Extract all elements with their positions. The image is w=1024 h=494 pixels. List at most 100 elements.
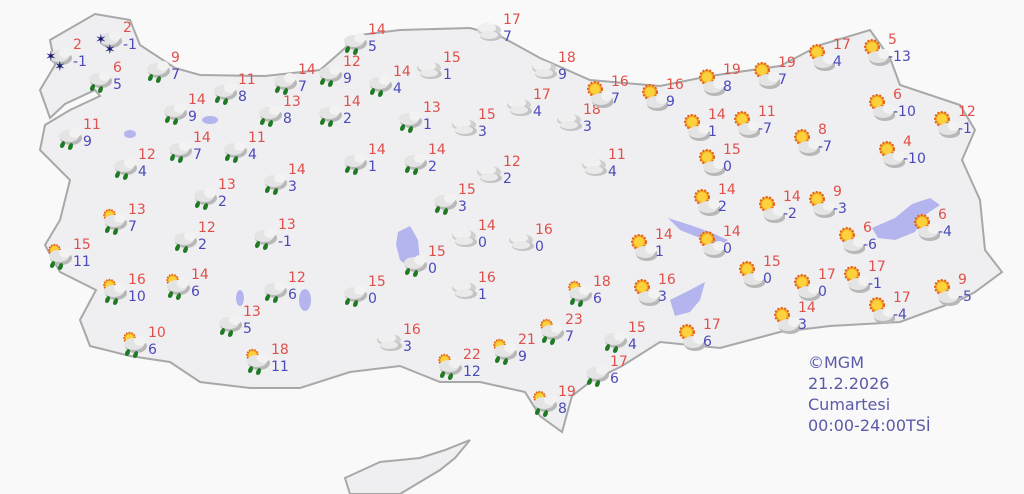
weather-station: 15 4: [600, 320, 660, 366]
high-temperature: 12: [958, 104, 976, 120]
high-temperature: 12: [198, 220, 216, 236]
high-temperature: 2: [123, 20, 132, 36]
forecast-time-range: 00:00-24:00TSİ: [808, 416, 931, 435]
low-temperature: 9: [518, 349, 527, 365]
high-temperature: 19: [723, 62, 741, 78]
weather-station: 11 -7: [730, 104, 790, 150]
weather-station: 14 2: [315, 94, 375, 140]
high-temperature: 19: [558, 384, 576, 400]
low-temperature: 4: [248, 147, 257, 163]
weather-station: 17 -4: [865, 290, 925, 336]
low-temperature: 7: [128, 219, 137, 235]
high-temperature: 8: [818, 122, 827, 138]
low-temperature: 3: [458, 199, 467, 215]
high-temperature: 16: [403, 322, 421, 338]
low-temperature: 1: [708, 124, 717, 140]
low-temperature: 3: [583, 119, 592, 135]
weather-station: 17 6: [675, 317, 735, 363]
high-temperature: 14: [188, 92, 206, 108]
credit-text: ©MGM: [808, 353, 865, 372]
low-temperature: -10: [893, 104, 916, 120]
weather-station: 11 8: [210, 72, 270, 118]
high-temperature: 16: [611, 74, 629, 90]
weather-station: 17 -1: [840, 259, 900, 305]
forecast-date: 21.2.2026: [808, 374, 890, 393]
high-temperature: 14: [723, 224, 741, 240]
forecast-day: Cumartesi: [808, 395, 891, 414]
low-temperature: -1: [123, 37, 137, 53]
low-temperature: 7: [611, 91, 620, 107]
cyprus-land: [343, 439, 471, 494]
high-temperature: 11: [608, 147, 626, 163]
high-temperature: 14: [343, 94, 361, 110]
low-temperature: 0: [723, 241, 732, 257]
weather-station: 15 3: [450, 107, 510, 153]
low-temperature: 1: [423, 117, 432, 133]
high-temperature: 14: [191, 267, 209, 283]
high-temperature: 15: [723, 142, 741, 158]
high-temperature: 13: [218, 177, 236, 193]
high-temperature: 19: [778, 55, 796, 71]
high-temperature: 15: [368, 274, 386, 290]
low-temperature: 6: [610, 371, 619, 387]
weather-station: 17 6: [582, 354, 642, 400]
weather-station: 12 4: [110, 147, 170, 193]
low-temperature: 6: [593, 291, 602, 307]
low-temperature: 6: [288, 287, 297, 303]
lake-iznik: [202, 116, 218, 124]
weather-station: 12 2: [475, 154, 535, 200]
weather-station: 22 12: [435, 347, 495, 393]
high-temperature: 13: [278, 217, 296, 233]
low-temperature: -2: [783, 206, 797, 222]
low-temperature: 6: [148, 342, 157, 358]
weather-station: 11 9: [55, 117, 115, 163]
weather-station: 14 -2: [755, 189, 815, 235]
low-temperature: 7: [565, 329, 574, 345]
low-temperature: 3: [403, 339, 412, 355]
low-temperature: 4: [608, 164, 617, 180]
high-temperature: 17: [868, 259, 886, 275]
high-temperature: 14: [298, 62, 316, 78]
high-temperature: 16: [535, 222, 553, 238]
weather-station: 16 10: [100, 272, 160, 318]
low-temperature: -13: [888, 49, 911, 65]
weather-station: 14 7: [270, 62, 330, 108]
high-temperature: 17: [833, 37, 851, 53]
high-temperature: 12: [288, 270, 306, 286]
weather-station: 16 3: [630, 272, 690, 318]
high-temperature: 9: [171, 50, 180, 66]
weather-station: 17 4: [505, 87, 565, 133]
low-temperature: 9: [558, 67, 567, 83]
weather-station: 9 -3: [805, 184, 865, 230]
weather-station: 6 -10: [865, 87, 925, 133]
low-temperature: 10: [128, 289, 146, 305]
high-temperature: 15: [628, 320, 646, 336]
low-temperature: 8: [558, 401, 567, 417]
weather-station: ✶ ✶ 2 -1: [95, 20, 155, 66]
svg-text:✶: ✶: [95, 32, 107, 48]
weather-station: 12 2: [170, 220, 230, 266]
low-temperature: -5: [958, 289, 972, 305]
high-temperature: 17: [703, 317, 721, 333]
low-temperature: -4: [938, 224, 952, 240]
low-temperature: 0: [763, 271, 772, 287]
weather-station: 6 -6: [835, 220, 895, 266]
low-temperature: -6: [863, 237, 877, 253]
weather-station: 13 1: [395, 100, 455, 146]
lake-manyas: [124, 130, 136, 138]
weather-station: 4 -10: [875, 134, 935, 180]
high-temperature: 17: [503, 12, 521, 28]
high-temperature: 13: [423, 100, 441, 116]
lake-van: [872, 198, 940, 240]
weather-station: 6 -4: [910, 207, 970, 253]
high-temperature: 16: [128, 272, 146, 288]
low-temperature: 2: [428, 159, 437, 175]
high-temperature: 17: [893, 290, 911, 306]
weather-station: 14 2: [400, 142, 460, 188]
low-temperature: 5: [368, 39, 377, 55]
low-temperature: 0: [818, 284, 827, 300]
low-temperature: 11: [73, 254, 91, 270]
high-temperature: 18: [558, 50, 576, 66]
high-temperature: 11: [758, 104, 776, 120]
